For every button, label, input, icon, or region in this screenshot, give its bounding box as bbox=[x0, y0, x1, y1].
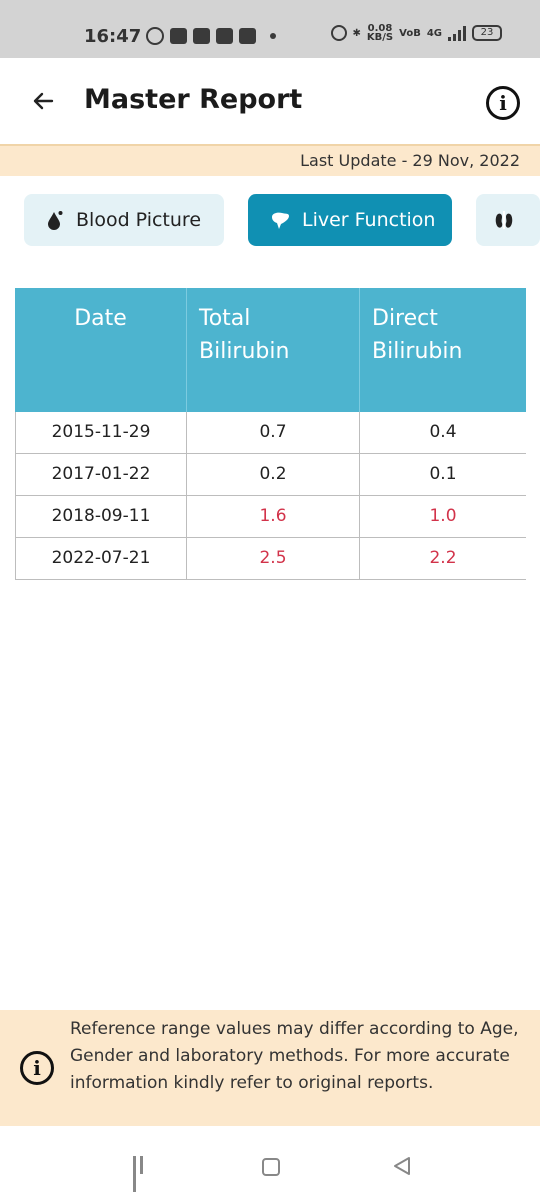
table-row: 2017-01-22 0.2 0.1 bbox=[15, 454, 526, 496]
tab-kidney-function[interactable] bbox=[476, 194, 540, 246]
tab-label: Liver Function bbox=[302, 209, 436, 231]
info-icon: i bbox=[20, 1051, 54, 1085]
column-header-total-bilirubin: Total Bilirubin bbox=[187, 288, 360, 412]
status-bar: 16:47 ✱ 0.08 KB/S VoB 4G 23 bbox=[0, 0, 540, 58]
column-header-date: Date bbox=[15, 288, 187, 412]
more-notifications-dot-icon bbox=[270, 33, 276, 39]
table-row: 2022-07-21 2.5 2.2 bbox=[15, 538, 526, 580]
volte-icon: VoB bbox=[399, 27, 421, 39]
bluetooth-icon: ✱ bbox=[352, 27, 361, 39]
back-arrow-icon[interactable] bbox=[30, 86, 56, 116]
date-cell: 2017-01-22 bbox=[16, 454, 187, 495]
liver-icon bbox=[272, 212, 289, 229]
app-bar: Master Report i bbox=[0, 58, 540, 144]
direct-bilirubin-cell: 0.4 bbox=[429, 422, 457, 442]
table-row: 2018-09-11 1.6 1.0 bbox=[15, 496, 526, 538]
total-bilirubin-cell: 0.2 bbox=[187, 454, 360, 495]
date-cell: 2015-11-29 bbox=[16, 412, 187, 453]
total-bilirubin-cell: 2.5 bbox=[187, 538, 360, 579]
system-nav-bar bbox=[0, 1126, 540, 1200]
disclaimer-banner: i Reference range values may differ acco… bbox=[0, 1010, 540, 1126]
date-cell: 2022-07-21 bbox=[16, 538, 187, 579]
header-label: Total Bilirubin bbox=[199, 306, 290, 364]
info-icon[interactable]: i bbox=[486, 86, 520, 120]
app-notification-icon bbox=[239, 28, 256, 44]
alarm-icon bbox=[330, 25, 347, 41]
youtube-icon bbox=[193, 28, 210, 44]
table-header: Date Total Bilirubin Direct Bilirubin bbox=[15, 288, 526, 412]
header-label: Direct Bilirubin bbox=[372, 306, 463, 364]
tab-label: Blood Picture bbox=[76, 209, 202, 231]
message-icon bbox=[170, 28, 187, 44]
direct-bilirubin-cell: 0.1 bbox=[429, 464, 457, 484]
total-bilirubin-cell: 1.6 bbox=[187, 496, 360, 537]
recent-apps-icon[interactable] bbox=[133, 1156, 153, 1192]
table-row: 2015-11-29 0.7 0.4 bbox=[15, 412, 526, 454]
kidney-icon bbox=[495, 211, 513, 229]
notification-icons bbox=[146, 27, 276, 45]
gallery-icon bbox=[216, 28, 233, 44]
signal-icon bbox=[448, 25, 466, 41]
system-status: ✱ 0.08 KB/S VoB 4G 23 bbox=[330, 23, 502, 43]
last-update-text: Last Update - 29 Nov, 2022 bbox=[300, 151, 520, 170]
total-bilirubin-cell: 0.7 bbox=[187, 412, 360, 453]
date-cell: 2018-09-11 bbox=[16, 496, 187, 537]
direct-bilirubin-cell: 1.0 bbox=[429, 506, 457, 526]
liver-function-table: Date Total Bilirubin Direct Bilirubin 20… bbox=[15, 288, 526, 580]
home-icon[interactable] bbox=[262, 1158, 280, 1176]
tab-blood-picture[interactable]: Blood Picture bbox=[24, 194, 224, 246]
disclaimer-text: Reference range values may differ accord… bbox=[70, 1019, 519, 1093]
column-header-direct-bilirubin: Direct Bilirubin bbox=[360, 288, 526, 412]
last-update-banner: Last Update - 29 Nov, 2022 bbox=[0, 144, 540, 176]
page-title: Master Report bbox=[84, 84, 303, 115]
net-speed: 0.08 KB/S bbox=[366, 23, 394, 43]
direct-bilirubin-cell: 2.2 bbox=[429, 548, 457, 568]
battery-icon: 23 bbox=[472, 25, 502, 41]
network-type: 4G bbox=[426, 27, 442, 39]
whatsapp-icon bbox=[146, 27, 164, 45]
tab-liver-function[interactable]: Liver Function bbox=[248, 194, 452, 246]
blood-drop-icon bbox=[48, 211, 63, 230]
back-triangle-icon[interactable] bbox=[392, 1156, 412, 1176]
status-time: 16:47 bbox=[84, 26, 142, 47]
